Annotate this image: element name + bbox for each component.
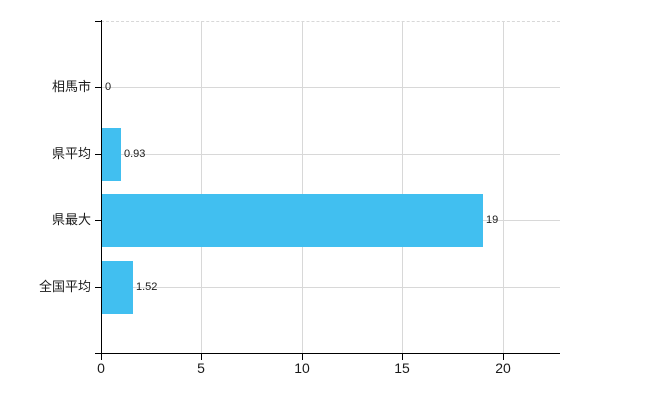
value-label: 0 [105,81,112,93]
x-axis-tick [201,354,202,360]
x-tick-label: 5 [197,360,205,376]
category-label: 相馬市 [51,79,91,94]
y-axis-tick [95,154,101,155]
x-axis-tick [101,354,102,360]
x-axis-line [101,353,560,354]
plot-top-border [101,21,560,22]
y-axis-tick [95,21,101,22]
value-label: 0.93 [124,148,146,160]
x-gridline [402,21,403,353]
x-tick-label: 10 [294,360,310,376]
y-axis-tick [95,220,101,221]
value-label: 19 [486,214,499,226]
x-axis-tick [503,354,504,360]
bar [102,194,483,247]
bar [102,128,121,181]
x-tick-label: 20 [495,360,511,376]
x-gridline [503,21,504,353]
y-gridline [101,87,560,88]
y-axis-tick [95,287,101,288]
category-label: 県最大 [51,212,91,227]
x-gridline [201,21,202,353]
y-axis-tick [95,87,101,88]
x-tick-label: 0 [97,360,105,376]
y-axis-line [101,20,102,359]
x-axis-tick [402,354,403,360]
y-gridline [101,154,560,155]
category-label: 全国平均 [38,279,91,294]
y-gridline [101,287,560,288]
bar [102,261,133,314]
y-axis-tick [95,353,101,354]
x-tick-label: 15 [394,360,410,376]
value-label: 1.52 [136,281,158,293]
x-gridline [302,21,303,353]
x-axis-tick [302,354,303,360]
category-label: 県平均 [51,146,91,161]
